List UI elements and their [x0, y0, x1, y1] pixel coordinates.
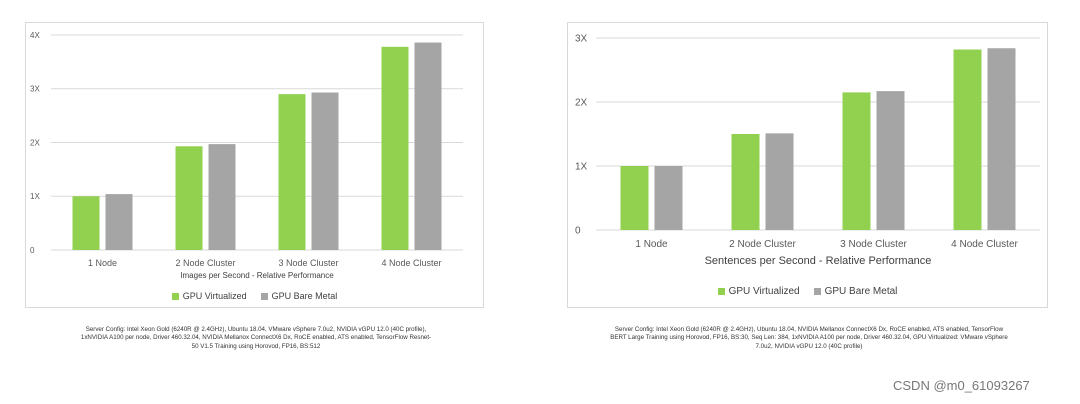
legend-swatch-virtualized [717, 288, 725, 295]
bar-gpu-bare-metal [876, 91, 905, 231]
x-category-label: 1 Node [635, 239, 668, 250]
x-axis-title: Sentences per Second - Relative Performa… [705, 255, 932, 267]
bar-gpu-bare-metal [765, 133, 794, 230]
legend-label-bare-metal: GPU Bare Metal [824, 286, 898, 297]
caption-line: 50 V1.5 Training using Horovod, FP16, BS… [191, 342, 321, 350]
x-category-label: 2 Node Cluster [175, 258, 235, 268]
bar-gpu-virtualized [278, 94, 306, 250]
legend-swatch-bare-metal [260, 292, 268, 300]
bar-gpu-bare-metal [654, 166, 683, 230]
x-category-label: 1 Node [88, 258, 117, 268]
y-tick-label: 4X [30, 31, 40, 40]
x-category-label: 4 Node Cluster [381, 258, 441, 268]
x-category-label: 2 Node Cluster [729, 239, 796, 250]
y-tick-label: 1X [30, 192, 40, 201]
caption-line: Server Config: Intel Xeon Gold (6240R @ … [614, 326, 1004, 333]
legend-label-bare-metal: GPU Bare Metal [271, 291, 338, 301]
chart-panel-images: 0 1X 2X 3X 4X 1 Node 2 Node Cluster 3 Node Clus… [25, 22, 484, 308]
legend: GPU Virtualized GPU Bare Metal [568, 286, 1047, 297]
caption-line: BERT Large Training using Horovod, FP16,… [610, 334, 1008, 342]
bar-gpu-bare-metal [414, 42, 442, 251]
legend-item-bare-metal: GPU Bare Metal [813, 286, 898, 297]
bar-gpu-virtualized [842, 92, 871, 231]
chart-sentences-per-second: 0 1X 2X 3X 1 Node 2 Node Cluster 3 Node Cluste… [575, 34, 1040, 267]
bar-gpu-virtualized [175, 146, 203, 250]
y-tick-label: 2X [30, 138, 40, 147]
watermark: CSDN @m0_61093267 [893, 378, 1030, 393]
bar-gpu-virtualized [731, 134, 760, 230]
bar-gpu-virtualized [381, 46, 409, 251]
server-config-caption: Server Config: Intel Xeon Gold (6240R @ … [572, 326, 1046, 351]
chart-images-per-second: 0 1X 2X 3X 4X 1 Node 2 Node Cluster 3 Node Clus… [30, 31, 463, 280]
x-category-label: 3 Node Cluster [840, 239, 907, 250]
legend: GPU Virtualized GPU Bare Metal [26, 291, 483, 301]
y-tick-label: 0 [575, 226, 581, 237]
x-category-label: 3 Node Cluster [278, 258, 338, 268]
x-category-label: 4 Node Cluster [951, 239, 1018, 250]
legend-swatch-bare-metal [813, 288, 821, 295]
legend-swatch-virtualized [171, 292, 179, 300]
bar-gpu-virtualized [953, 49, 982, 230]
server-config-caption: Server Config: Intel Xeon Gold (6240R @ … [40, 326, 472, 351]
legend-item-virtualized: GPU Virtualized [171, 291, 247, 301]
y-tick-label: 3X [575, 34, 588, 45]
bar-gpu-bare-metal [208, 144, 236, 250]
bar-gpu-virtualized [620, 166, 649, 230]
legend-label-virtualized: GPU Virtualized [182, 291, 247, 301]
bar-gpu-bare-metal [105, 194, 133, 250]
chart-panel-sentences: 0 1X 2X 3X 1 Node 2 Node Cluster 3 Node Cluste… [567, 22, 1048, 308]
legend-item-virtualized: GPU Virtualized [717, 286, 800, 297]
legend-item-bare-metal: GPU Bare Metal [260, 291, 338, 301]
caption-line: 7.0u2, NVIDIA vGPU 12.0 (40C profile) [755, 342, 863, 350]
caption-line: Server Config: Intel Xeon Gold (6240R @ … [85, 326, 427, 333]
bar-gpu-virtualized [72, 196, 100, 250]
y-tick-label: 0 [30, 246, 35, 255]
x-axis-title: Images per Second - Relative Performance [180, 271, 334, 280]
y-tick-label: 3X [30, 85, 40, 94]
y-tick-label: 2X [575, 98, 588, 109]
bar-gpu-bare-metal [987, 48, 1016, 231]
caption-line: 1xNVIDIA A100 per node, Driver 460.32.04… [80, 334, 432, 342]
legend-label-virtualized: GPU Virtualized [728, 286, 800, 297]
bar-gpu-bare-metal [311, 92, 339, 250]
y-tick-label: 1X [575, 162, 588, 173]
